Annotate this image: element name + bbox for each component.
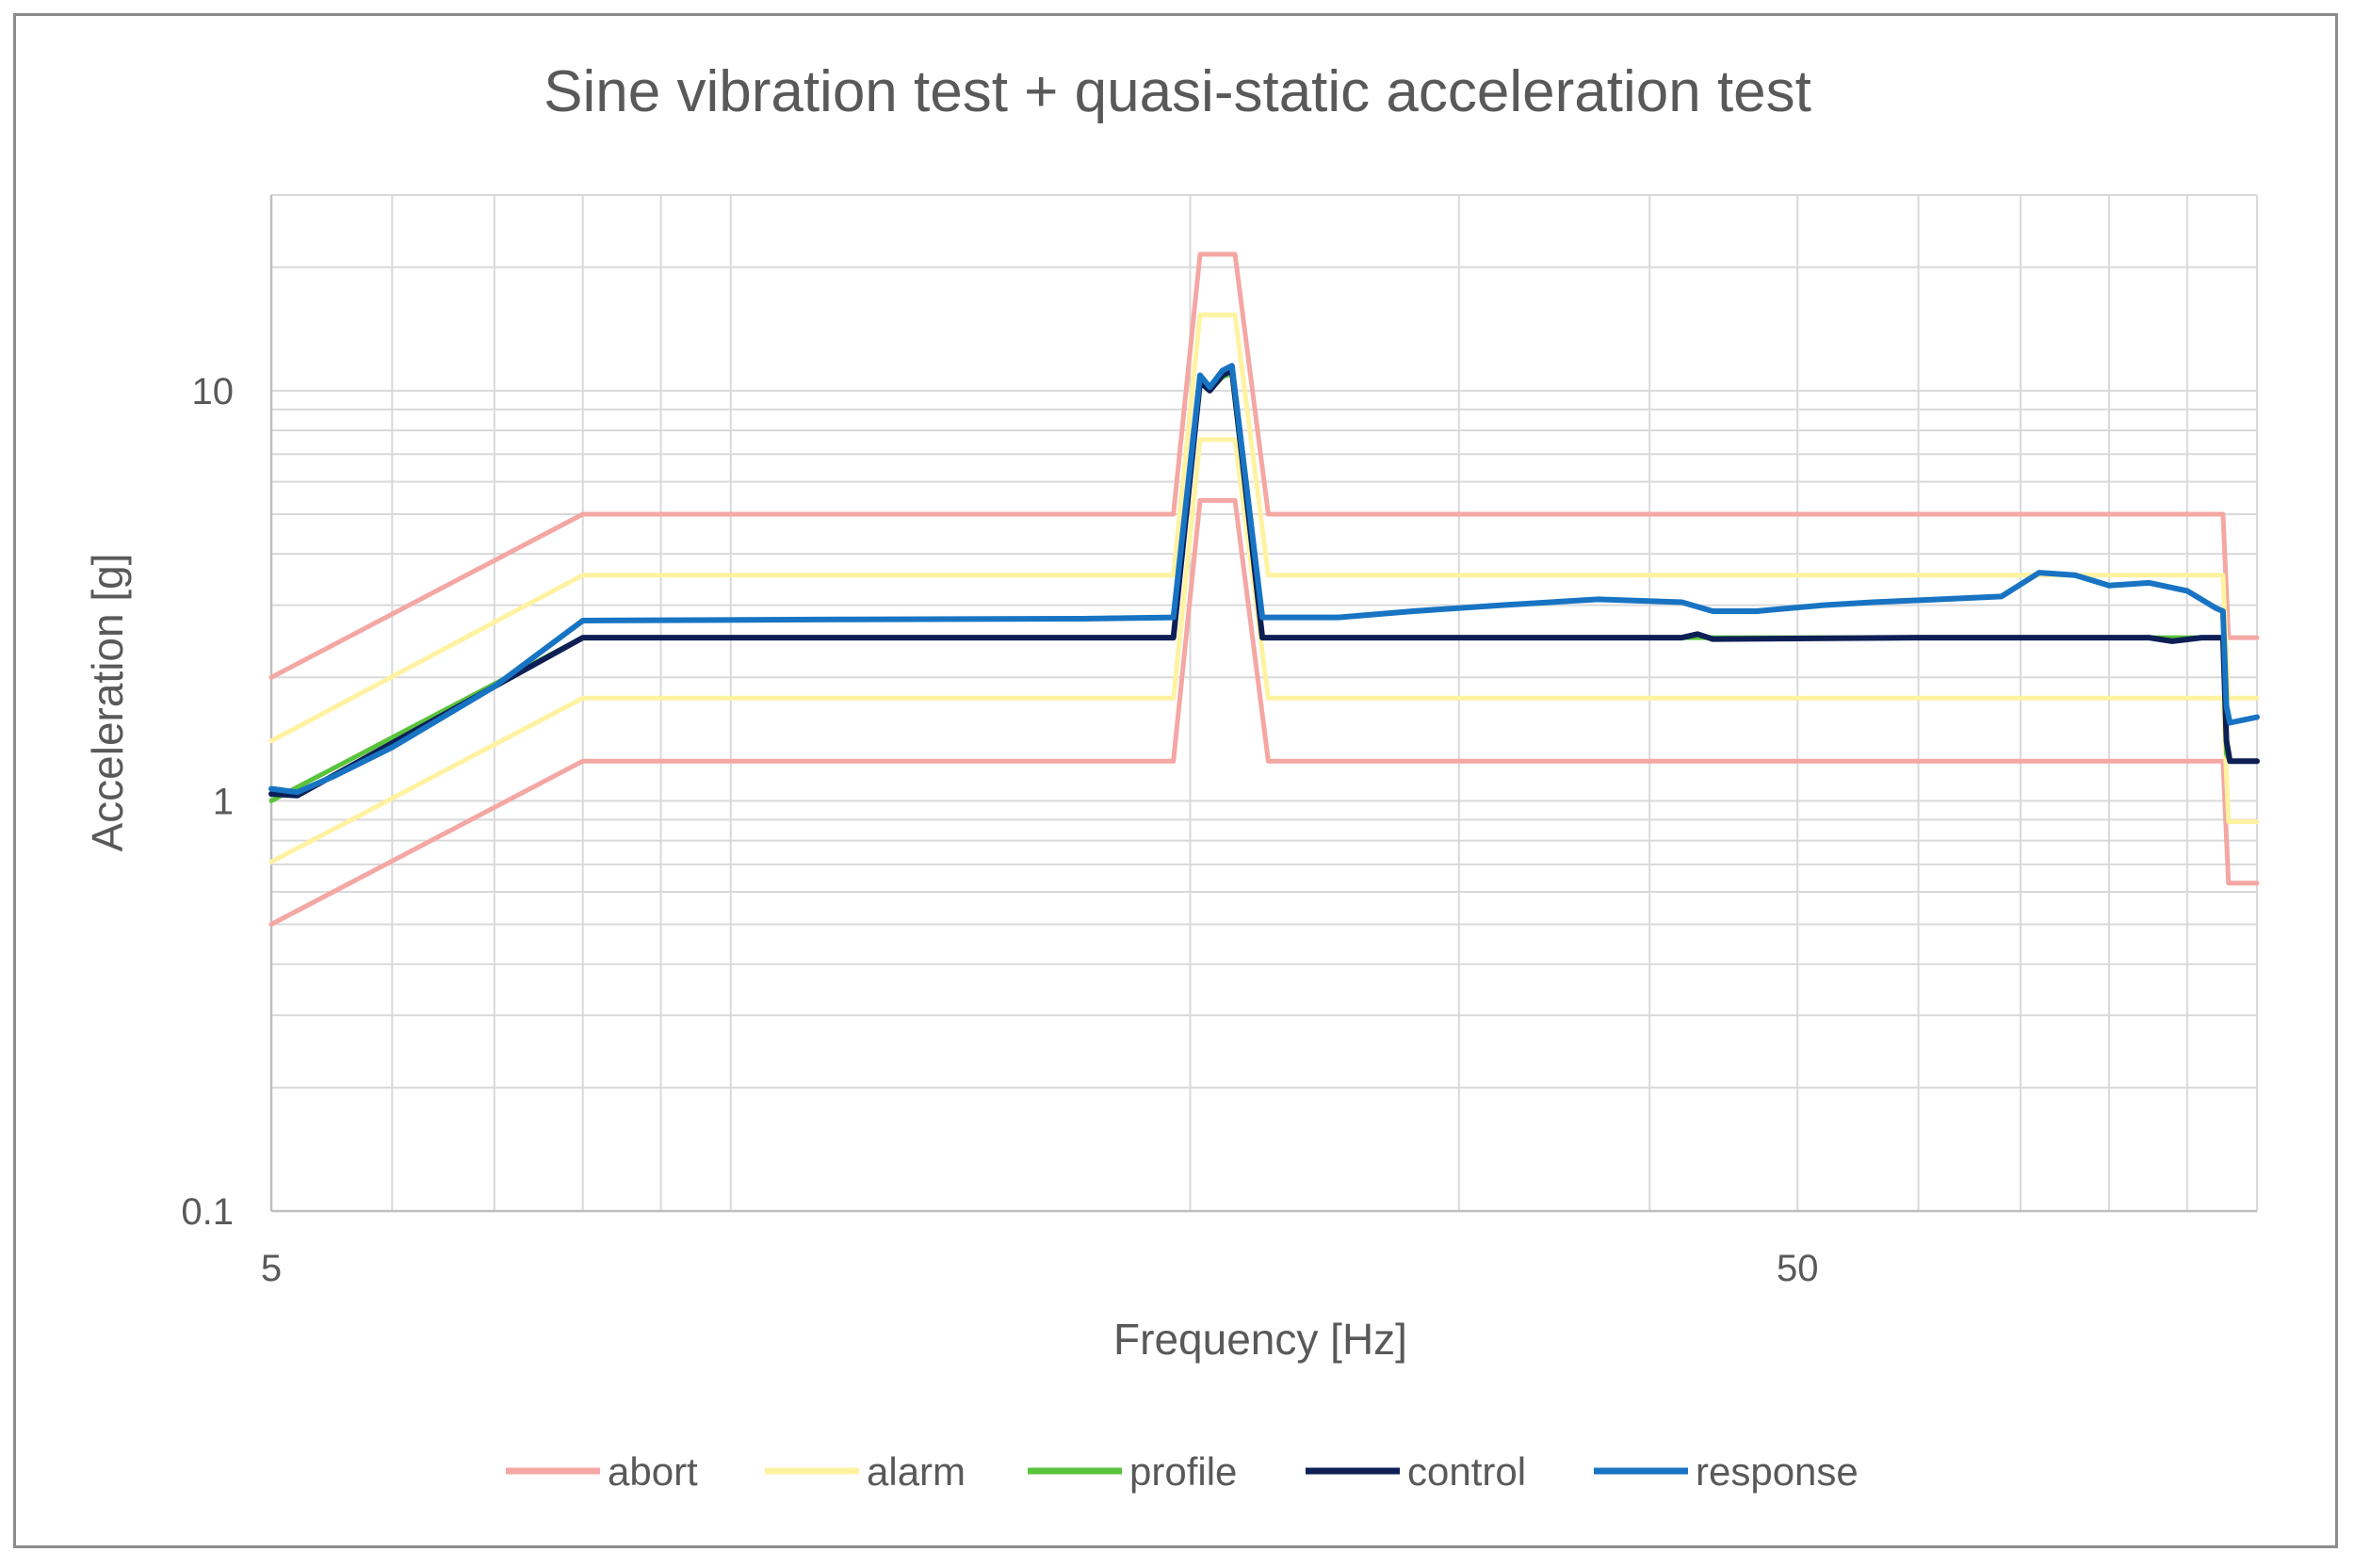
chart-title: Sine vibration test + quasi-static accel… — [544, 59, 1811, 124]
tick-layer: 5 50 0.1 1 10 — [181, 371, 1818, 1289]
y-tick-label: 1 — [213, 781, 234, 822]
y-tick-label: 0.1 — [181, 1191, 234, 1233]
x-tick-label: 50 — [1777, 1248, 1819, 1289]
chart-frame — [13, 13, 2338, 1548]
legend-label-alarm: alarm — [867, 1449, 966, 1494]
legend: abort alarm profile control response — [506, 1449, 1859, 1494]
y-tick-label: 10 — [192, 371, 235, 412]
x-axis-label: Frequency [Hz] — [1113, 1315, 1407, 1364]
legend-label-abort: abort — [608, 1449, 698, 1494]
series-layer — [268, 251, 2260, 927]
axis-layer — [269, 195, 2257, 1213]
series-line-response-6 — [268, 363, 2260, 796]
x-tick-label: 5 — [261, 1248, 282, 1289]
legend-label-profile: profile — [1129, 1449, 1237, 1494]
series-line-abort-0 — [268, 251, 2260, 680]
series-line-abort-1 — [268, 497, 2260, 927]
legend-label-response: response — [1696, 1449, 1859, 1494]
legend-label-control: control — [1407, 1449, 1526, 1494]
series-line-alarm-3 — [268, 437, 2260, 865]
y-axis-label: Acceleration [g] — [83, 553, 132, 851]
